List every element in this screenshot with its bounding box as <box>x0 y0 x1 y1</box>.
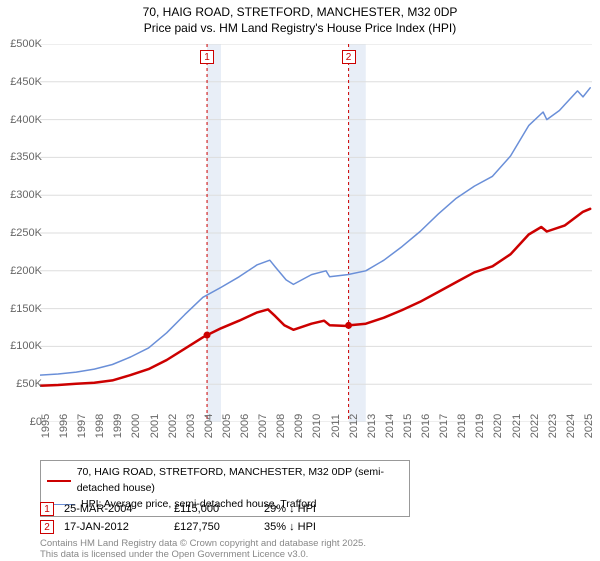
legend-row-price-paid: 70, HAIG ROAD, STRETFORD, MANCHESTER, M3… <box>47 465 403 497</box>
transaction-hpi-delta: 35% ↓ HPI <box>264 521 364 533</box>
y-axis-tick-label: £400K <box>0 114 42 126</box>
x-axis-tick-label: 2006 <box>239 414 251 438</box>
x-axis-tick-label: 2022 <box>529 414 541 438</box>
transaction-date: 25-MAR-2004 <box>64 503 164 515</box>
x-axis-tick-label: 2024 <box>565 414 577 438</box>
y-axis-tick-label: £300K <box>0 189 42 201</box>
y-axis-tick-label: £100K <box>0 340 42 352</box>
title-line2: Price paid vs. HM Land Registry's House … <box>0 20 600 36</box>
chart-marker-badge: 1 <box>200 50 214 64</box>
x-axis-tick-label: 2023 <box>547 414 559 438</box>
chart-marker-badge: 2 <box>342 50 356 64</box>
x-axis-tick-label: 1998 <box>94 414 106 438</box>
transaction-badge: 1 <box>40 502 54 516</box>
y-axis-tick-label: £500K <box>0 38 42 50</box>
transaction-price: £127,750 <box>174 521 254 533</box>
x-axis-tick-label: 2020 <box>492 414 504 438</box>
chart-area: 12 <box>40 44 592 422</box>
chart-title-block: 70, HAIG ROAD, STRETFORD, MANCHESTER, M3… <box>0 0 600 36</box>
transaction-price: £115,000 <box>174 503 254 515</box>
y-axis-tick-label: £150K <box>0 303 42 315</box>
y-axis-tick-label: £0 <box>0 416 42 428</box>
x-axis-tick-label: 2018 <box>456 414 468 438</box>
title-line1: 70, HAIG ROAD, STRETFORD, MANCHESTER, M3… <box>0 4 600 20</box>
x-axis-tick-label: 2016 <box>420 414 432 438</box>
x-axis-tick-label: 2025 <box>583 414 595 438</box>
y-axis-tick-label: £450K <box>0 76 42 88</box>
y-axis-tick-label: £50K <box>0 378 42 390</box>
legend-swatch-price-paid <box>47 480 71 482</box>
x-axis-tick-label: 2014 <box>384 414 396 438</box>
transaction-badge: 2 <box>40 520 54 534</box>
x-axis-tick-label: 2009 <box>293 414 305 438</box>
x-axis-tick-label: 2007 <box>257 414 269 438</box>
x-axis-tick-label: 1996 <box>58 414 70 438</box>
x-axis-tick-label: 2010 <box>311 414 323 438</box>
x-axis-tick-label: 2012 <box>348 414 360 438</box>
x-axis-tick-label: 1999 <box>112 414 124 438</box>
x-axis-tick-label: 2003 <box>185 414 197 438</box>
attribution-line2: This data is licensed under the Open Gov… <box>40 550 366 561</box>
x-axis-tick-label: 1997 <box>76 414 88 438</box>
x-axis-tick-label: 2001 <box>149 414 161 438</box>
y-axis-tick-label: £200K <box>0 265 42 277</box>
x-axis-tick-label: 2021 <box>511 414 523 438</box>
x-axis-tick-label: 1995 <box>40 414 52 438</box>
x-axis-tick-label: 2002 <box>167 414 179 438</box>
x-axis-tick-label: 2011 <box>330 414 342 438</box>
x-axis-tick-label: 2013 <box>366 414 378 438</box>
transactions-table: 1 25-MAR-2004 £115,000 29% ↓ HPI 2 17-JA… <box>40 500 364 536</box>
x-axis-tick-label: 2004 <box>203 414 215 438</box>
x-axis-tick-label: 2015 <box>402 414 414 438</box>
legend-label-price-paid: 70, HAIG ROAD, STRETFORD, MANCHESTER, M3… <box>77 465 403 497</box>
attribution: Contains HM Land Registry data © Crown c… <box>40 539 366 561</box>
y-axis-tick-label: £350K <box>0 151 42 163</box>
transaction-row: 2 17-JAN-2012 £127,750 35% ↓ HPI <box>40 518 364 536</box>
x-axis-tick-label: 2005 <box>221 414 233 438</box>
x-axis-tick-label: 2000 <box>130 414 142 438</box>
x-axis-tick-label: 2008 <box>275 414 287 438</box>
transaction-row: 1 25-MAR-2004 £115,000 29% ↓ HPI <box>40 500 364 518</box>
x-axis-tick-label: 2017 <box>438 414 450 438</box>
transaction-hpi-delta: 29% ↓ HPI <box>264 503 364 515</box>
x-axis-tick-label: 2019 <box>474 414 486 438</box>
y-axis-tick-label: £250K <box>0 227 42 239</box>
chart-svg <box>40 44 592 422</box>
transaction-date: 17-JAN-2012 <box>64 521 164 533</box>
